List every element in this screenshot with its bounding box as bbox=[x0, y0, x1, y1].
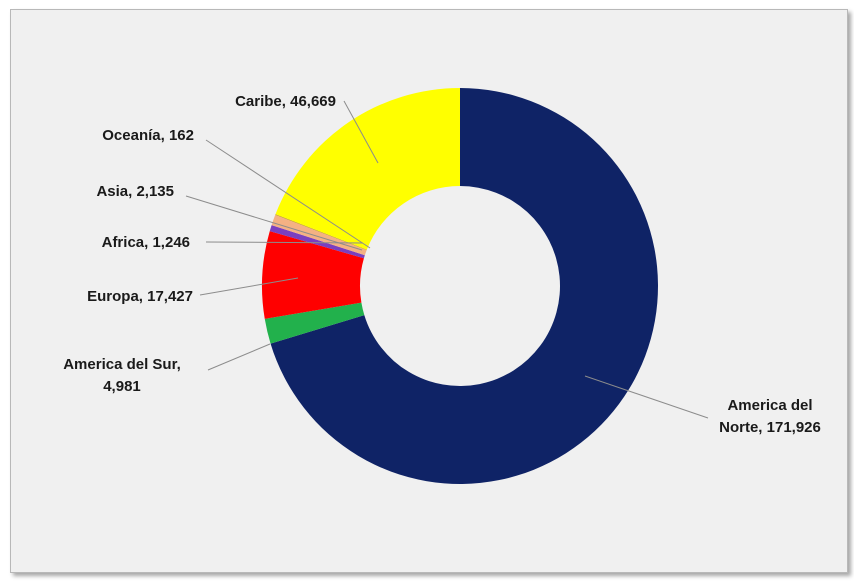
label-caribe: Caribe, 46,669 bbox=[235, 93, 336, 110]
slice-ocean-a bbox=[275, 214, 367, 251]
slice-caribe bbox=[275, 87, 460, 250]
leader-line-caribe bbox=[343, 100, 379, 164]
label-norte-line2: Norte, 171,926 bbox=[719, 419, 821, 436]
label-sur-line2: 4,981 bbox=[103, 378, 141, 395]
slice-europa bbox=[262, 231, 364, 319]
leader-line-norte bbox=[584, 375, 709, 419]
label-oceania: Oceanía, 162 bbox=[102, 127, 194, 144]
slice-america-del-sur bbox=[264, 302, 365, 344]
label-sur-line1: America del Sur, bbox=[63, 356, 181, 373]
label-africa: Africa, 1,246 bbox=[102, 234, 190, 251]
leader-line-oceania bbox=[205, 139, 371, 249]
slice-africa bbox=[269, 225, 365, 259]
leader-line-africa bbox=[205, 241, 364, 244]
data-labels-group: America del Norte, 171,926 America del S… bbox=[63, 93, 821, 436]
label-asia: Asia, 2,135 bbox=[96, 183, 174, 200]
leader-line-europa bbox=[199, 277, 299, 296]
leader-line-asia bbox=[185, 195, 363, 251]
label-europa: Europa, 17,427 bbox=[87, 288, 193, 305]
leader-line-sur bbox=[207, 343, 271, 371]
slice-asia bbox=[271, 214, 367, 256]
slice-america-del-norte bbox=[270, 88, 658, 484]
slices-group bbox=[262, 87, 658, 484]
label-norte-line1: America del bbox=[727, 397, 812, 414]
leader-lines-group bbox=[185, 100, 709, 419]
